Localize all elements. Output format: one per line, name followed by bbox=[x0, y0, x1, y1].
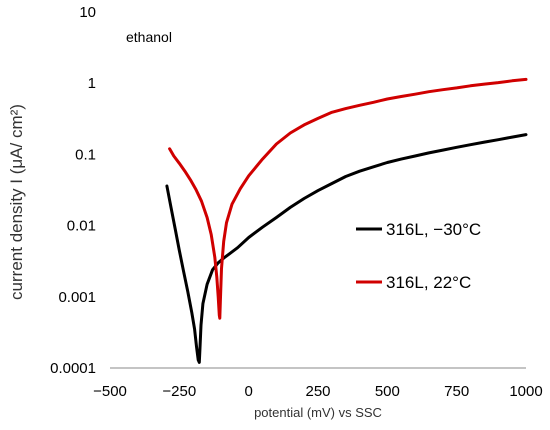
x-tick-label: −500 bbox=[93, 383, 127, 400]
series-line-2 bbox=[168, 77, 528, 320]
y-tick-label: 0.0001 bbox=[50, 360, 96, 377]
x-tick-label: −250 bbox=[162, 383, 196, 400]
annotation-ethanol: ethanol bbox=[126, 29, 172, 45]
y-tick-labels: 10 1 0.1 0.01 0.001 0.0001 bbox=[50, 4, 96, 377]
x-tick-label: 500 bbox=[375, 383, 400, 400]
legend: 316L, −30°C 316L, 22°C bbox=[356, 220, 481, 292]
y-tick-label: 10 bbox=[79, 4, 96, 21]
series-line-1 bbox=[165, 133, 528, 364]
series-lines bbox=[165, 77, 528, 364]
legend-label-series-2: 316L, 22°C bbox=[386, 273, 471, 292]
x-tick-label: 750 bbox=[444, 383, 469, 400]
y-tick-label: 1 bbox=[88, 75, 96, 92]
y-axis-label: current density I (μA/ cm²) bbox=[7, 104, 26, 300]
x-tick-label: 1000 bbox=[509, 383, 542, 400]
x-tick-label: 250 bbox=[305, 383, 330, 400]
y-tick-label: 0.01 bbox=[67, 218, 96, 235]
x-tick-label: 0 bbox=[244, 383, 252, 400]
x-axis-label: potential (mV) vs SSC bbox=[254, 405, 382, 420]
y-tick-label: 0.001 bbox=[58, 289, 96, 306]
y-tick-label: 0.1 bbox=[75, 146, 96, 163]
x-tick-labels: −500 −250 0 250 500 750 1000 bbox=[93, 383, 543, 400]
legend-label-series-1: 316L, −30°C bbox=[386, 220, 481, 239]
